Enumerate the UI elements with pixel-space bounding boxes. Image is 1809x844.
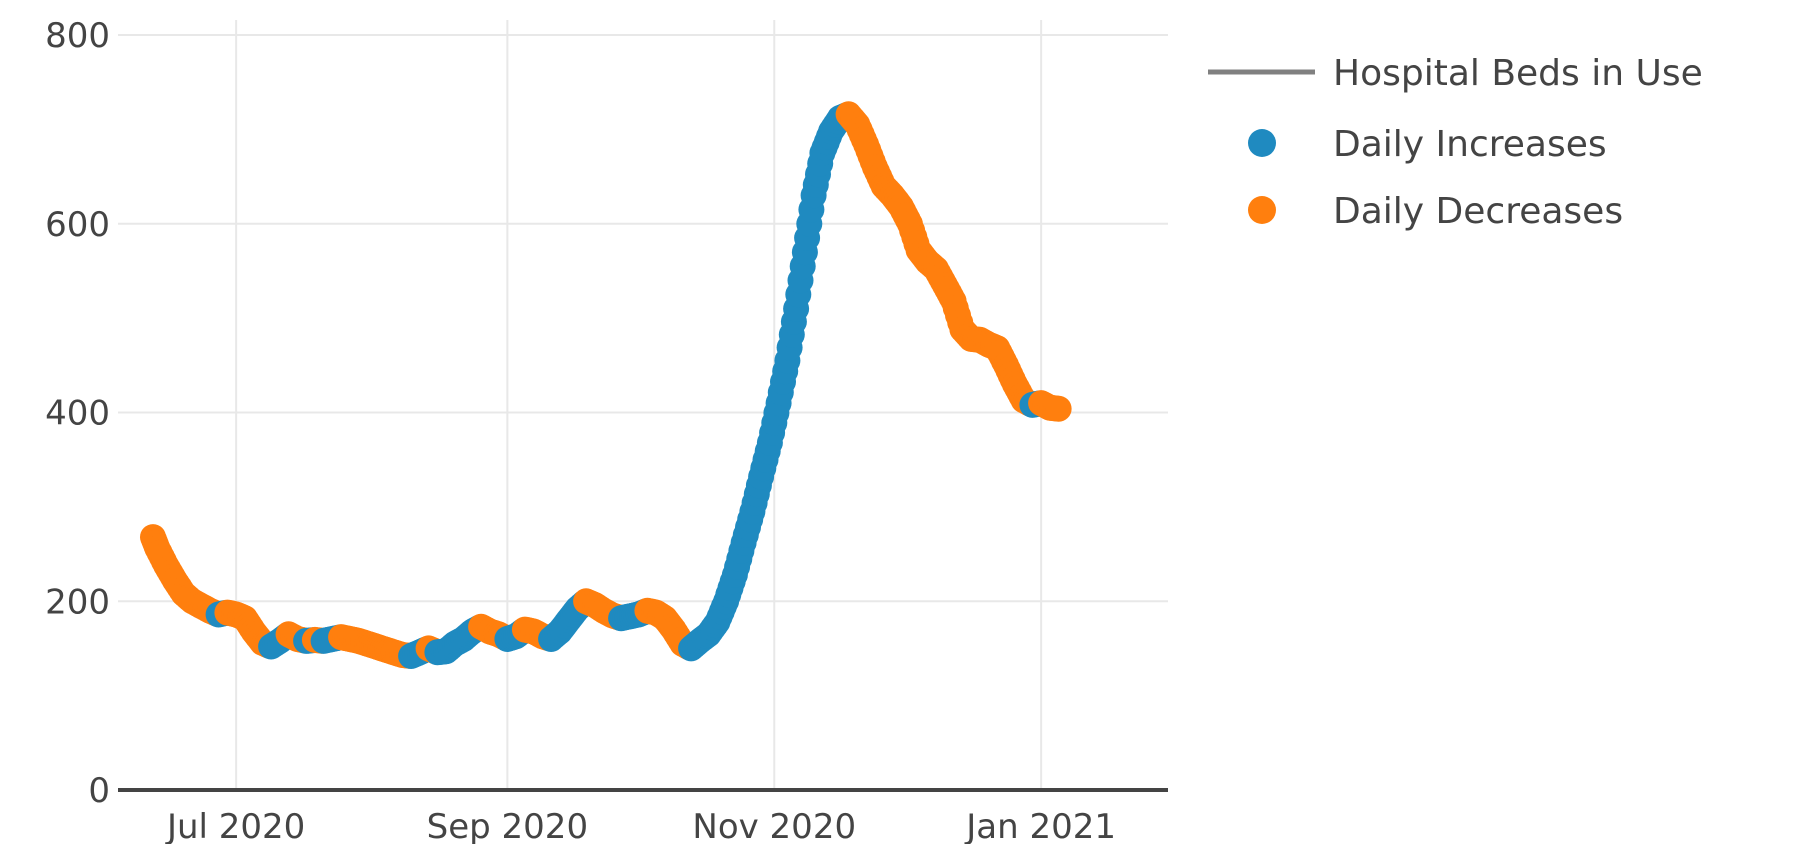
y-tick-label: 800 (45, 16, 110, 56)
legend-label: Hospital Beds in Use (1333, 53, 1703, 94)
legend-item-hospital-beds[interactable]: Hospital Beds in Use (1208, 53, 1703, 94)
legend-item-daily-decreases[interactable]: Daily Decreases (1248, 191, 1623, 232)
x-tick-label: Jul 2020 (165, 807, 305, 844)
y-tick-label: 200 (45, 582, 110, 622)
daily-change-points (140, 101, 1072, 669)
hospital-beds-line (151, 112, 1059, 658)
y-tick-label: 0 (88, 771, 110, 811)
y-tick-label: 400 (45, 394, 110, 434)
legend-label: Daily Increases (1333, 124, 1607, 165)
x-tick-label: Jan 2021 (964, 807, 1116, 844)
legend-dot-swatch (1248, 196, 1276, 224)
legend-item-daily-increases[interactable]: Daily Increases (1248, 124, 1607, 165)
legend-dot-swatch (1248, 129, 1276, 157)
decrease-point (1045, 395, 1072, 422)
legend-label: Daily Decreases (1333, 191, 1623, 232)
axes: 0 200 400 600 800 Jul 2020 Sep 2020 Nov 2020 Jan… (45, 16, 1168, 844)
x-tick-label: Nov 2020 (692, 807, 856, 844)
x-tick-label: Sep 2020 (427, 807, 588, 844)
beds-line-path (151, 112, 1059, 658)
grid-lines (118, 20, 1168, 790)
legend[interactable]: Hospital Beds in Use Daily Increases Daily… (1208, 53, 1703, 232)
y-tick-label: 600 (45, 205, 110, 245)
